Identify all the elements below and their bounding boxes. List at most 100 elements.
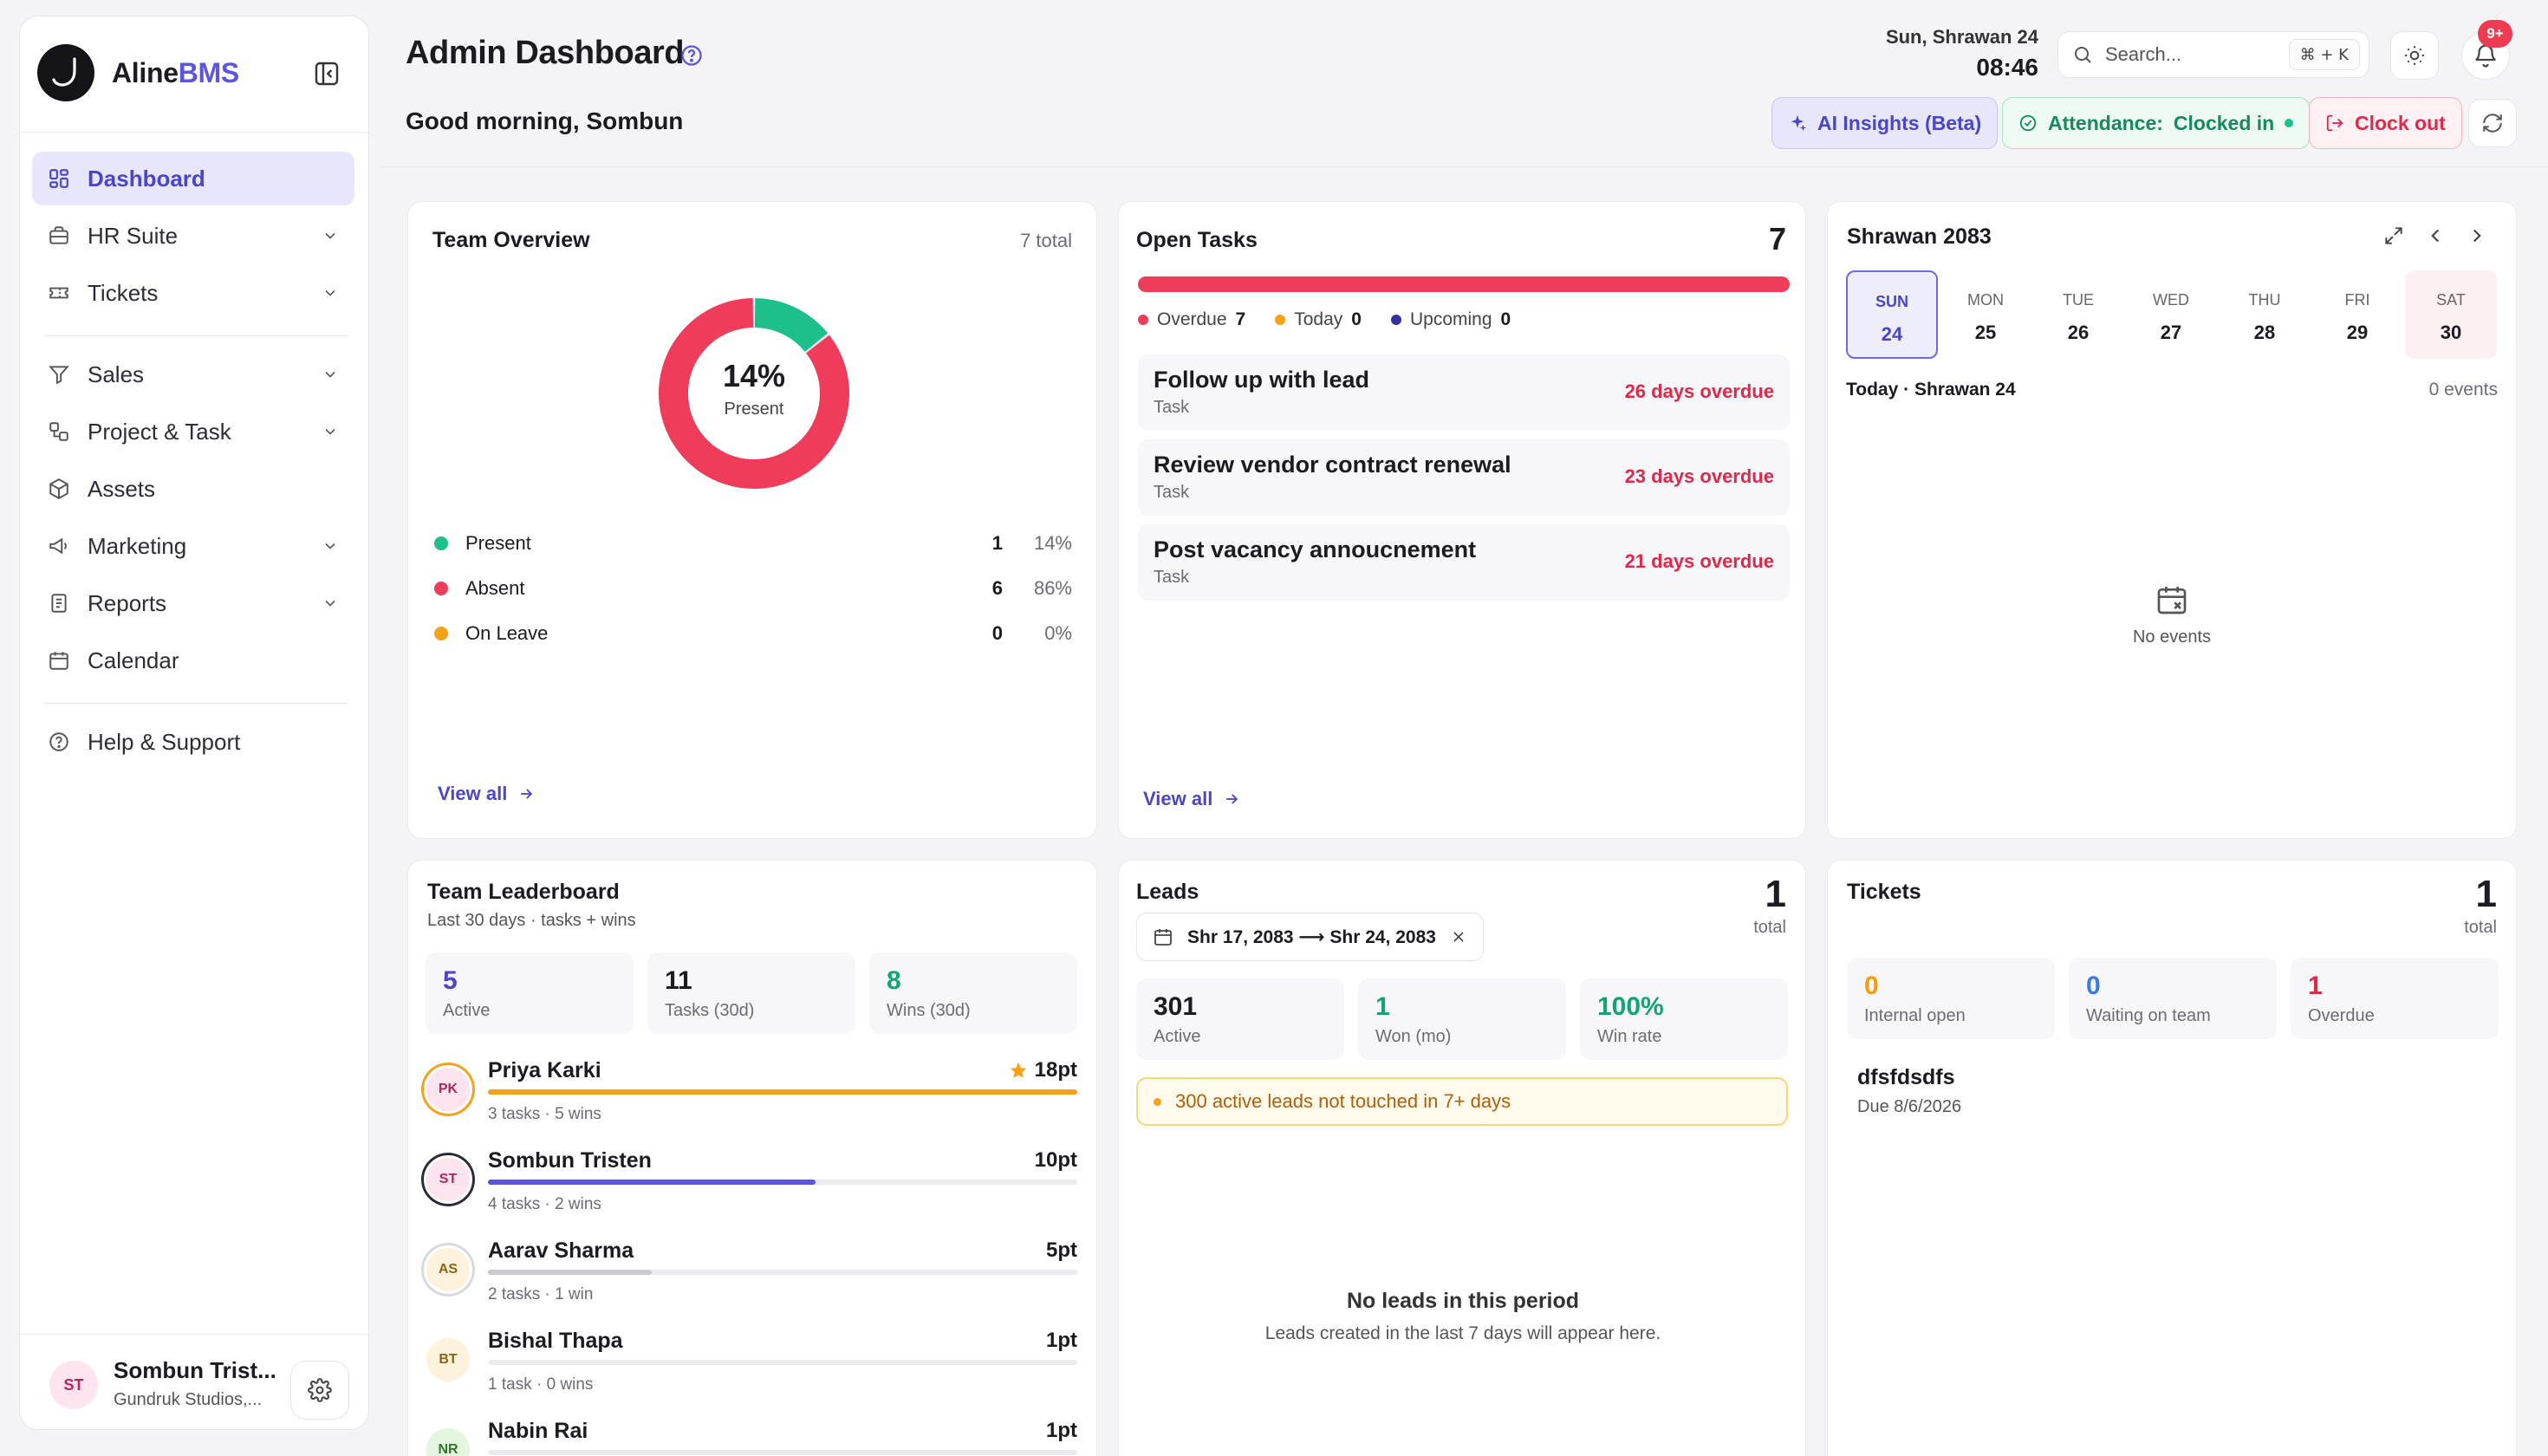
avatar: ST (424, 1155, 472, 1204)
greeting: Good morning, Sombun (406, 107, 684, 134)
task-type: Task (1154, 398, 1190, 417)
sidebar-item-assets[interactable]: Assets (32, 462, 354, 516)
legend-dot (434, 536, 448, 550)
tasks-view-all-link[interactable]: View all (1143, 788, 1240, 810)
date-range-filter[interactable]: Shr 17, 2083 ⟶ Shr 24, 2083 (1136, 913, 1484, 961)
help-circle-icon[interactable] (679, 43, 704, 68)
person-points: 1pt (1046, 1329, 1077, 1352)
collapse-sidebar-icon[interactable] (311, 58, 342, 89)
chevron-left-icon[interactable] (2424, 224, 2447, 247)
legend-percent: 0% (1044, 622, 1072, 644)
close-icon[interactable] (1450, 928, 1467, 946)
sidebar-item-sales[interactable]: Sales (32, 348, 354, 401)
user-profile[interactable]: ST Sombun Trist... Gundruk Studios,... (20, 1334, 368, 1429)
stat-value: 1 (1375, 992, 1390, 1021)
stat-label: Wins (30d) (887, 1001, 971, 1020)
stale-leads-alert[interactable]: 300 active leads not touched in 7+ days (1136, 1077, 1788, 1126)
search-input[interactable]: Search... ⌘ + K (2057, 31, 2369, 78)
score-bar-fill (488, 1270, 653, 1275)
task-item[interactable]: Post vacancy annoucnement Task 21 days o… (1138, 524, 1790, 601)
stat-won: 1 Won (mo) (1358, 978, 1566, 1060)
events-count: 0 events (2428, 380, 2498, 400)
chevron-right-icon[interactable] (2466, 224, 2488, 247)
stat-label: Internal open (1864, 1006, 1966, 1025)
sidebar-item-dashboard[interactable]: Dashboard (32, 152, 354, 205)
legend-count: 1 (991, 532, 1003, 554)
sidebar-item-label: HR Suite (88, 222, 179, 249)
score-bar (488, 1180, 1077, 1185)
stat-internal-open: 0 Internal open (1847, 958, 2055, 1039)
legend-row-absent: Absent 6 86% (434, 571, 1072, 606)
leaderboard-row[interactable]: ST Sombun Tristen 10pt 4 tasks · 2 wins (424, 1145, 1077, 1232)
stat-label: Active (443, 1001, 491, 1020)
card-title: Team Overview (432, 228, 590, 252)
stat-label: Overdue (2308, 1006, 2375, 1025)
sidebar-item-hr-suite[interactable]: HR Suite (32, 209, 354, 263)
sidebar-item-marketing[interactable]: Marketing (32, 519, 354, 573)
leaderboard-row[interactable]: BT Bishal Thapa 1pt 1 task · 0 wins (424, 1325, 1077, 1412)
attendance-value: Clocked in (2173, 111, 2275, 134)
calendar-day-sat[interactable]: SAT 30 (2405, 270, 2497, 359)
briefcase-icon (46, 223, 72, 249)
legend-count: 6 (991, 577, 1003, 599)
ai-insights-button[interactable]: AI Insights (Beta) (1771, 97, 1999, 149)
card-title: Leads (1136, 880, 1199, 904)
expand-icon[interactable] (2382, 224, 2405, 247)
calendar-card: Shrawan 2083 (1827, 201, 2517, 839)
theme-toggle-button[interactable] (2390, 31, 2439, 80)
sidebar-item-tickets[interactable]: Tickets (32, 266, 354, 320)
donut-segment-absent (659, 298, 849, 489)
alert-text: 300 active leads not touched in 7+ days (1175, 1090, 1511, 1112)
leads-card: Leads 1 total Shr 17, 2083 ⟶ Shr 24, 208… (1118, 860, 1806, 1456)
sidebar-item-label: Sales (88, 361, 145, 387)
chevron-down-icon (322, 595, 339, 612)
sidebar-item-project-task[interactable]: Project & Task (32, 405, 354, 458)
ticket-item[interactable]: dfsfdsdfs Due 8/6/2026 (1857, 1065, 2377, 1126)
calendar-day-mon[interactable]: MON 25 (1940, 270, 2031, 359)
clock-out-button[interactable]: Clock out (2309, 97, 2462, 149)
calendar-day-wed[interactable]: WED 27 (2125, 270, 2217, 359)
task-item[interactable]: Follow up with lead Task 26 days overdue (1138, 354, 1790, 431)
current-time: 08:46 (1976, 54, 2038, 81)
refresh-icon (2483, 114, 2502, 133)
alert-dot (1154, 1097, 1161, 1106)
stat-active: 5 Active (426, 952, 634, 1034)
calendar-icon (46, 647, 72, 673)
calendar-day-sun[interactable]: SUN 24 (1846, 270, 1938, 359)
leaderboard-row[interactable]: AS Aarav Sharma 5pt 2 tasks · 1 win (424, 1235, 1077, 1322)
sidebar-item-reports[interactable]: Reports (32, 576, 354, 630)
sidebar-item-calendar[interactable]: Calendar (32, 634, 354, 687)
avatar: AS (424, 1245, 472, 1294)
calendar-day-fri[interactable]: FRI 29 (2311, 270, 2403, 359)
calendar-day-tue[interactable]: TUE 26 (2032, 270, 2124, 359)
task-type: Task (1154, 568, 1190, 587)
leads-total-label: total (1753, 918, 1786, 937)
leaderboard-row[interactable]: PK Priya Karki 18pt 3 tasks · 5 wins (424, 1055, 1077, 1141)
settings-button[interactable] (290, 1361, 349, 1420)
sidebar-item-help-support[interactable]: Help & Support (32, 715, 354, 769)
leads-empty-title: No leads in this period (1346, 1289, 1580, 1313)
notifications-button[interactable]: 9+ (2461, 20, 2512, 80)
calendar-day-thu[interactable]: THU 28 (2219, 270, 2311, 359)
brand[interactable]: AlineBMS (37, 42, 239, 103)
view-all-label: View all (1143, 788, 1213, 809)
task-item[interactable]: Review vendor contract renewal Task 23 d… (1138, 439, 1790, 516)
stat-waiting-on-team: 0 Waiting on team (2069, 958, 2277, 1039)
divider (20, 132, 368, 133)
chevron-down-icon (322, 423, 339, 440)
legend-label: Present (465, 532, 531, 554)
stat-overdue: 1 Overdue (2291, 958, 2499, 1039)
day-name: SUN (1875, 293, 1908, 310)
donut-center-value: 14% (722, 358, 786, 393)
brand-name: AlineBMS (112, 57, 239, 89)
stat-label: Waiting on team (2086, 1006, 2211, 1025)
person-details: 3 tasks · 5 wins (488, 1105, 601, 1123)
refresh-button[interactable] (2468, 99, 2517, 147)
arrow-right-icon (521, 789, 533, 799)
attendance-status: Attendance: Clocked in (2002, 97, 2311, 149)
leaderboard-row[interactable]: NR Nabin Rai 1pt (424, 1415, 1077, 1456)
today-count: 0 (1351, 309, 1362, 329)
team-view-all-link[interactable]: View all (438, 783, 535, 805)
day-name: THU (2248, 291, 2281, 309)
header-divider (381, 166, 2548, 167)
